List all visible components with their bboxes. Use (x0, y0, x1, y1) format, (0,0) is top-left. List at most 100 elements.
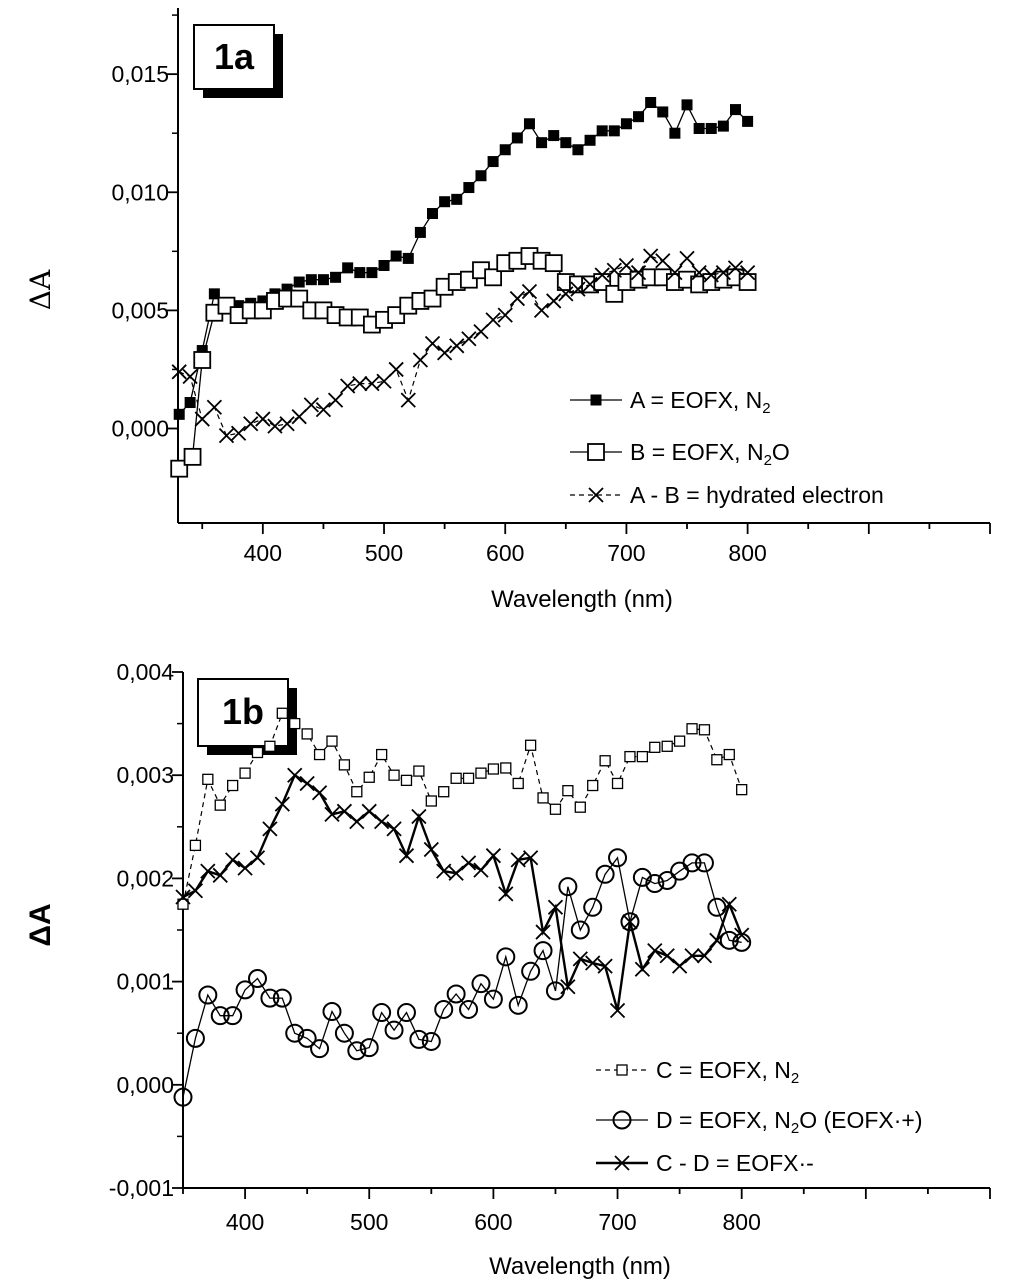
data-point-1a-0 (378, 260, 390, 271)
legend-entry-1b-2: C - D = EOFX·- (596, 1150, 814, 1176)
legend-marker-1b-0 (616, 1064, 628, 1076)
data-point-1b-1 (521, 961, 541, 981)
data-point-1b-2 (287, 767, 303, 783)
data-point-1a-0 (257, 295, 269, 307)
data-point-1a-0 (414, 226, 426, 238)
data-point-1a-0 (560, 137, 572, 149)
data-point-1b-2 (721, 896, 737, 912)
y-tick-label-1a: 0,015 (111, 61, 169, 87)
data-point-1a-0 (596, 125, 608, 137)
data-point-1b-2 (324, 806, 340, 823)
data-point-1b-0 (711, 754, 723, 766)
x-tick-label-1b: 800 (723, 1209, 761, 1235)
data-point-1a-2 (594, 267, 610, 283)
data-point-1b-2 (634, 961, 651, 977)
data-point-1a-0 (523, 118, 535, 130)
data-point-1b-2 (485, 848, 502, 864)
data-point-1a-2 (461, 331, 477, 347)
data-point-1a-0 (742, 115, 754, 127)
data-point-1b-0 (425, 795, 437, 807)
data-point-1b-1 (632, 867, 652, 887)
data-point-1a-2 (171, 364, 187, 380)
data-point-1b-0 (326, 735, 338, 747)
data-point-1b-1 (459, 999, 479, 1019)
data-point-1b-1 (409, 1029, 429, 1049)
data-point-1b-2 (585, 955, 601, 971)
data-point-1a-1 (738, 273, 757, 291)
data-point-1a-0 (657, 106, 669, 118)
data-point-1a-0 (402, 252, 414, 264)
y-tick-label-1a: 0,000 (111, 416, 169, 442)
data-point-1b-0 (363, 771, 375, 783)
data-point-1a-2 (655, 253, 671, 269)
x-tick-label-1a: 600 (486, 540, 524, 566)
data-point-1a-0 (463, 182, 475, 194)
data-point-1a-0 (487, 156, 499, 168)
data-point-1a-1 (544, 254, 563, 273)
data-point-1a-2 (352, 375, 368, 392)
data-point-1b-0 (500, 762, 512, 774)
data-point-1a-2 (279, 416, 295, 432)
data-point-1b-0 (375, 748, 388, 761)
data-point-1b-1 (608, 848, 628, 868)
data-point-1a-2 (376, 373, 392, 389)
data-point-1a-2 (715, 264, 732, 281)
data-point-1a-2 (570, 281, 586, 297)
data-point-1a-0 (584, 134, 596, 146)
data-point-1b-1 (235, 980, 255, 1000)
data-point-1b-0 (313, 748, 326, 761)
data-point-1a-0 (354, 267, 366, 279)
legend-marker-1a-1 (587, 443, 605, 461)
data-point-1b-1 (694, 853, 714, 873)
data-point-1b-2 (734, 927, 750, 943)
panel-label-1b: 1b (222, 691, 264, 732)
data-point-1b-2 (262, 821, 278, 837)
series-1b-1 (173, 848, 752, 1107)
series-line-1b-1 (182, 856, 742, 1098)
data-point-1a-0 (439, 196, 451, 208)
data-point-1b-0 (462, 772, 475, 784)
data-point-1b-2 (175, 889, 191, 905)
data-point-1a-2 (727, 260, 744, 276)
panel-label-box-1a: 1a (193, 24, 283, 98)
data-point-1b-0 (611, 777, 624, 790)
data-point-1a-2 (473, 324, 489, 340)
data-point-1b-1 (272, 988, 292, 1008)
data-point-1b-0 (661, 740, 673, 752)
data-point-1a-0 (645, 96, 657, 108)
data-point-1a-2 (327, 392, 344, 408)
data-point-1b-1 (310, 1039, 330, 1059)
data-point-1a-2 (533, 302, 550, 319)
series-1a-0 (173, 96, 754, 420)
data-point-1b-0 (388, 769, 400, 781)
data-point-1b-0 (723, 748, 735, 761)
data-point-1a-0 (572, 144, 584, 156)
data-point-1b-1 (645, 874, 665, 894)
data-point-1b-2 (398, 848, 415, 864)
data-point-1b-0 (574, 801, 586, 813)
data-point-1a-0 (342, 262, 354, 274)
data-point-1a-2 (230, 425, 247, 441)
data-point-1b-2 (187, 883, 204, 899)
data-point-1b-1 (496, 947, 516, 967)
data-point-1a-2 (509, 290, 525, 307)
data-point-1b-0 (736, 783, 748, 796)
panel-1a: 1a Wavelength (nm) ΔA 400 500 600 700 800 0,0… (24, 8, 991, 613)
data-point-1b-0 (202, 773, 214, 785)
data-point-1a-2 (643, 248, 659, 264)
data-point-1b-2 (522, 850, 539, 866)
data-point-1b-2 (709, 932, 725, 948)
data-point-1b-0 (649, 741, 661, 753)
data-point-1a-0 (281, 283, 293, 295)
data-point-1a-2 (558, 286, 574, 302)
data-point-1a-0 (608, 125, 620, 137)
data-point-1a-2 (497, 307, 513, 323)
data-point-1a-0 (317, 274, 329, 286)
data-point-1b-0 (512, 777, 524, 790)
data-point-1b-2 (510, 852, 526, 868)
data-point-1a-0 (729, 104, 741, 116)
data-point-1a-2 (449, 338, 465, 354)
data-point-1a-2 (182, 368, 198, 385)
data-point-1a-2 (303, 397, 319, 413)
data-point-1a-2 (340, 378, 356, 394)
